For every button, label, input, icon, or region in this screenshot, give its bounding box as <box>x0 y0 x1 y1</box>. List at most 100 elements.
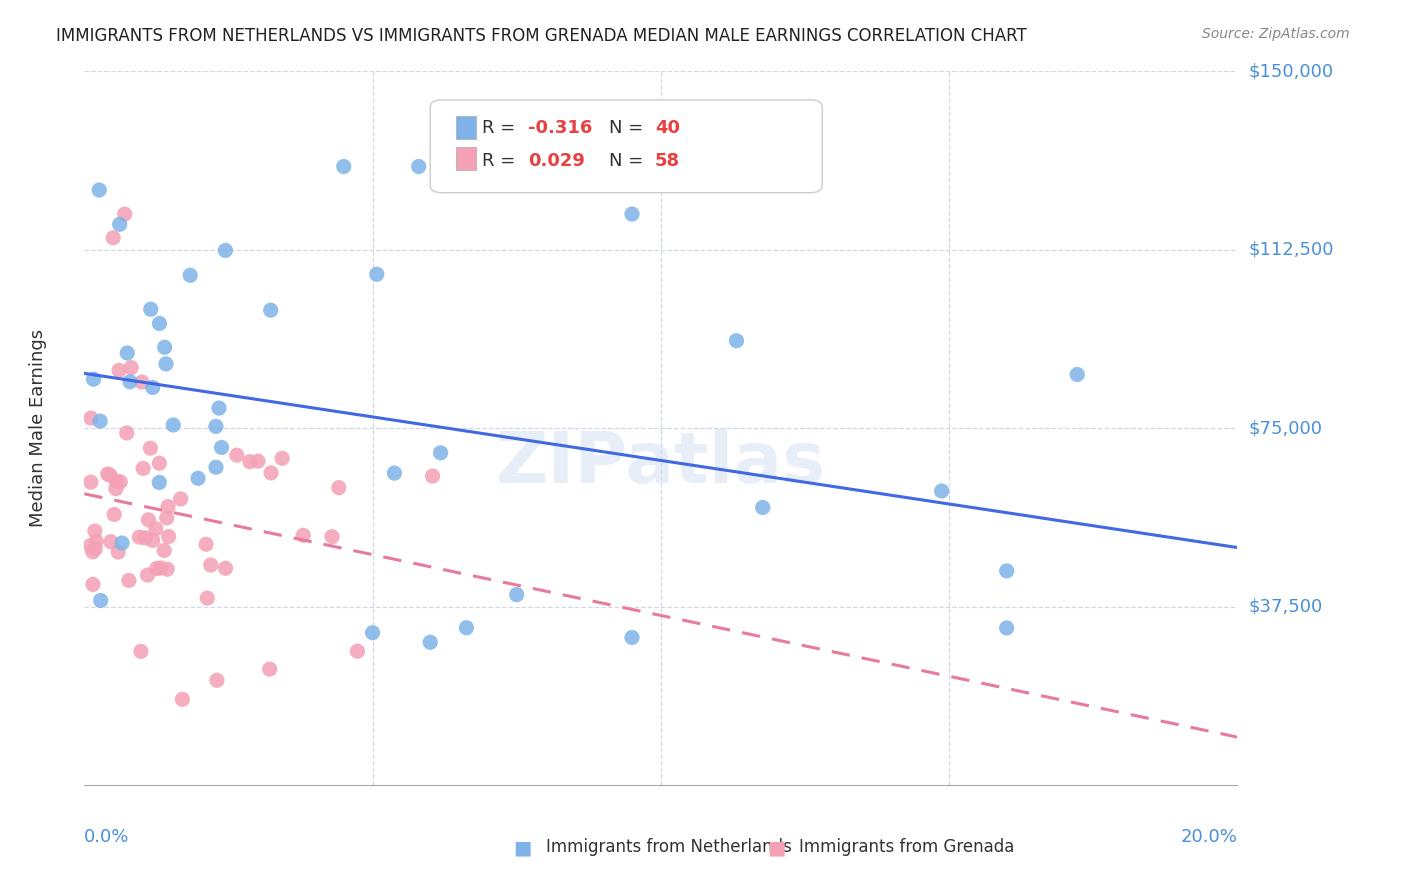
Point <box>621 207 644 221</box>
Point <box>117 346 139 360</box>
Point <box>132 461 155 475</box>
Text: Immigrants from Grenada: Immigrants from Grenada <box>799 838 1015 856</box>
Point <box>995 564 1018 578</box>
Point <box>107 545 129 559</box>
Text: $150,000: $150,000 <box>1249 62 1333 80</box>
Point <box>108 217 131 231</box>
Point <box>239 455 262 469</box>
Point <box>995 621 1018 635</box>
Point <box>208 401 231 415</box>
Point <box>187 471 209 485</box>
Text: ■: ■ <box>766 838 786 857</box>
Text: Immigrants from Netherlands: Immigrants from Netherlands <box>546 838 792 856</box>
Point <box>200 558 222 572</box>
Point <box>156 562 179 576</box>
Point <box>214 561 236 575</box>
Text: 0.0%: 0.0% <box>84 828 129 846</box>
Text: $112,500: $112,500 <box>1249 241 1334 259</box>
Point <box>118 375 141 389</box>
Point <box>333 160 356 174</box>
Point <box>422 469 444 483</box>
Text: Median Male Earnings: Median Male Earnings <box>30 329 48 527</box>
Point <box>260 303 283 318</box>
Point <box>80 411 103 425</box>
Point <box>82 577 104 591</box>
Point <box>129 644 152 658</box>
FancyBboxPatch shape <box>456 116 477 139</box>
Point <box>134 531 156 545</box>
Point <box>361 625 384 640</box>
Point <box>205 673 228 688</box>
Point <box>157 500 180 514</box>
Point <box>429 446 451 460</box>
Text: 0.029: 0.029 <box>529 152 585 169</box>
Point <box>211 441 233 455</box>
Point <box>162 417 184 432</box>
Point <box>145 522 167 536</box>
Text: N =: N = <box>609 152 650 169</box>
Point <box>103 508 125 522</box>
Point <box>384 466 406 480</box>
Text: ZIPatlas: ZIPatlas <box>496 429 825 499</box>
Point <box>148 456 170 470</box>
Point <box>145 561 167 575</box>
Point <box>157 529 180 543</box>
Point <box>128 530 150 544</box>
Point <box>1066 368 1088 382</box>
Point <box>138 513 160 527</box>
Point <box>89 183 111 197</box>
Text: $75,000: $75,000 <box>1249 419 1323 437</box>
Point <box>506 588 529 602</box>
Point <box>97 467 120 481</box>
Text: $37,500: $37,500 <box>1249 598 1323 615</box>
Point <box>225 448 247 462</box>
Text: -0.316: -0.316 <box>529 120 592 137</box>
Point <box>271 451 294 466</box>
Point <box>419 635 441 649</box>
Point <box>108 363 131 377</box>
Point <box>83 372 105 386</box>
Point <box>321 530 343 544</box>
Point <box>205 460 228 475</box>
Point <box>195 591 218 606</box>
Text: N =: N = <box>609 120 650 137</box>
Point <box>131 375 153 389</box>
Point <box>83 524 105 538</box>
Point <box>139 441 162 455</box>
Point <box>260 466 283 480</box>
Point <box>205 419 228 434</box>
Point <box>169 491 191 506</box>
Point <box>84 534 107 549</box>
Point <box>118 574 141 588</box>
Text: IMMIGRANTS FROM NETHERLANDS VS IMMIGRANTS FROM GRENADA MEDIAN MALE EARNINGS CORR: IMMIGRANTS FROM NETHERLANDS VS IMMIGRANT… <box>56 27 1026 45</box>
Text: R =: R = <box>482 120 522 137</box>
Point <box>156 511 179 525</box>
Point <box>172 692 194 706</box>
Point <box>100 534 122 549</box>
Point <box>136 568 159 582</box>
Point <box>80 475 103 490</box>
Point <box>142 533 165 548</box>
Text: 40: 40 <box>655 120 681 137</box>
Point <box>90 593 112 607</box>
Point <box>104 482 127 496</box>
Point <box>292 528 315 542</box>
Point <box>621 631 644 645</box>
Point <box>120 360 142 375</box>
Text: ■: ■ <box>513 838 531 857</box>
Point <box>155 357 177 371</box>
Point <box>111 536 134 550</box>
Point <box>725 334 748 348</box>
Point <box>105 474 128 488</box>
Point <box>328 481 350 495</box>
Text: 20.0%: 20.0% <box>1181 828 1237 846</box>
Point <box>153 340 176 354</box>
Point <box>366 267 388 281</box>
FancyBboxPatch shape <box>456 147 477 169</box>
Point <box>408 160 430 174</box>
Point <box>148 475 170 490</box>
Point <box>149 561 172 575</box>
Point <box>82 545 104 559</box>
Point <box>259 662 281 676</box>
Point <box>179 268 201 283</box>
